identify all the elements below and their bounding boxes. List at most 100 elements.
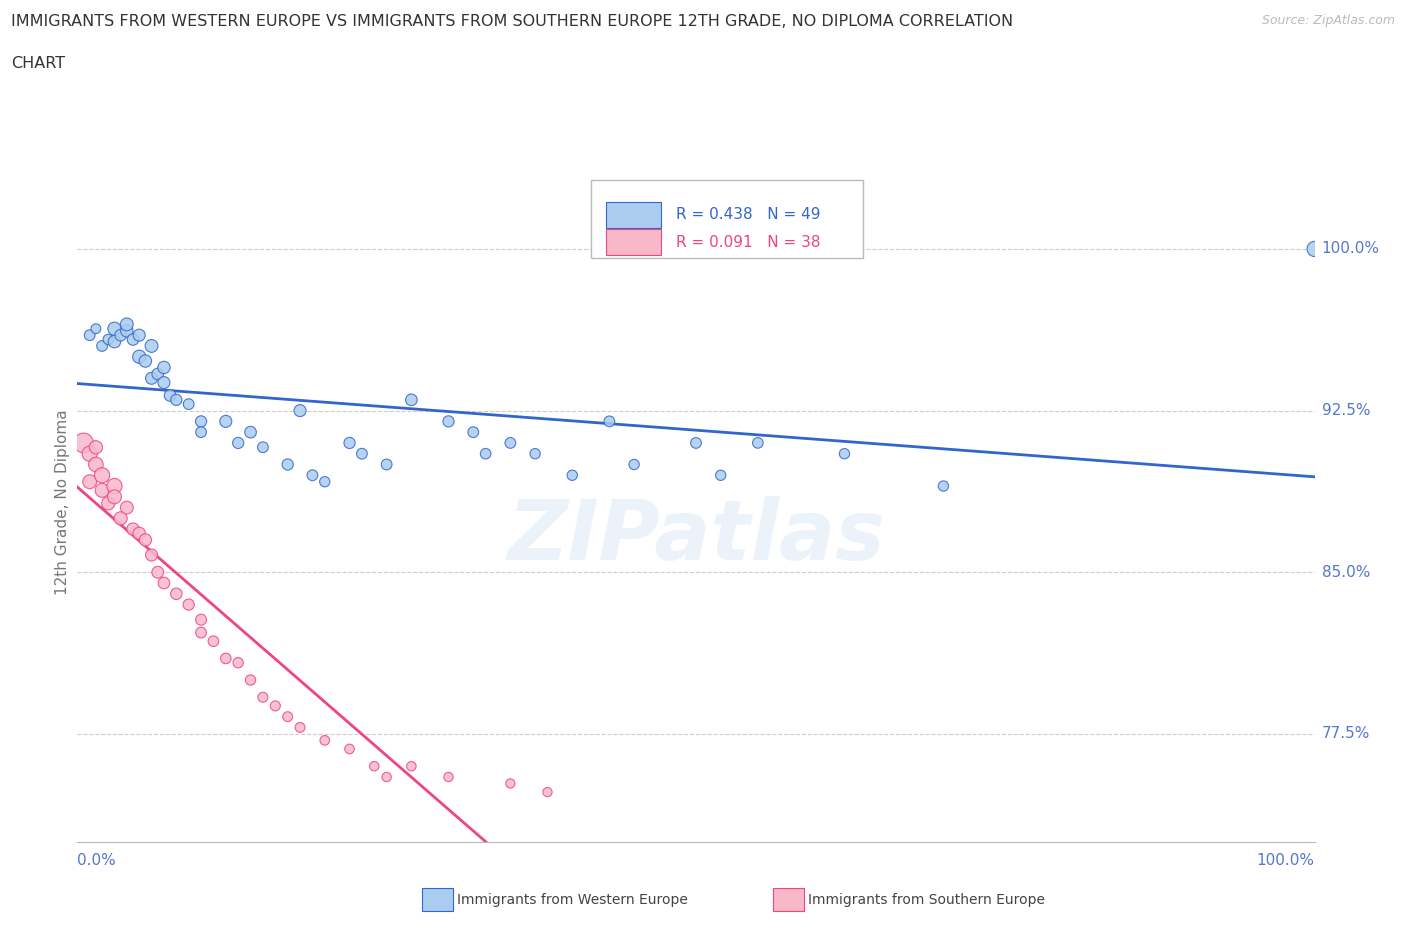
Point bbox=[103, 489, 125, 504]
Point bbox=[190, 414, 212, 429]
Point bbox=[215, 414, 238, 429]
Point bbox=[122, 332, 145, 347]
Point bbox=[110, 327, 132, 342]
Point bbox=[215, 651, 238, 666]
Point bbox=[134, 353, 156, 368]
Text: 77.5%: 77.5% bbox=[1322, 726, 1369, 741]
Point bbox=[277, 457, 299, 472]
Text: R = 0.091   N = 38: R = 0.091 N = 38 bbox=[676, 234, 821, 249]
Point bbox=[190, 425, 212, 440]
Point bbox=[834, 446, 856, 461]
Text: 92.5%: 92.5% bbox=[1322, 403, 1369, 418]
Point bbox=[91, 483, 114, 498]
Point bbox=[141, 339, 163, 353]
Point bbox=[97, 332, 120, 347]
Text: R = 0.438   N = 49: R = 0.438 N = 49 bbox=[676, 207, 821, 222]
Point bbox=[301, 468, 323, 483]
Point bbox=[177, 397, 200, 412]
Point bbox=[239, 425, 262, 440]
Point bbox=[79, 327, 101, 342]
Point bbox=[239, 672, 262, 687]
Point bbox=[115, 324, 138, 339]
Point bbox=[141, 548, 163, 563]
Point bbox=[598, 414, 620, 429]
Point bbox=[153, 375, 176, 390]
Point bbox=[226, 656, 249, 671]
Point bbox=[202, 633, 225, 648]
Point bbox=[72, 435, 94, 450]
Point bbox=[623, 457, 645, 472]
Point bbox=[474, 446, 496, 461]
Point bbox=[437, 414, 460, 429]
Point bbox=[226, 435, 249, 450]
Text: IMMIGRANTS FROM WESTERN EUROPE VS IMMIGRANTS FROM SOUTHERN EUROPE 12TH GRADE, NO: IMMIGRANTS FROM WESTERN EUROPE VS IMMIGR… bbox=[11, 14, 1014, 29]
Text: ZIPatlas: ZIPatlas bbox=[508, 496, 884, 577]
Point bbox=[375, 769, 398, 784]
Point bbox=[146, 366, 169, 381]
Point bbox=[710, 468, 733, 483]
Point bbox=[536, 785, 558, 800]
Point bbox=[122, 522, 145, 537]
Point bbox=[747, 435, 769, 450]
Text: CHART: CHART bbox=[11, 56, 65, 71]
Text: 100.0%: 100.0% bbox=[1322, 242, 1379, 257]
Point bbox=[115, 500, 138, 515]
Point bbox=[437, 769, 460, 784]
Point bbox=[128, 526, 150, 541]
Point bbox=[103, 479, 125, 494]
Point bbox=[84, 321, 107, 336]
Point bbox=[499, 776, 522, 790]
Point bbox=[84, 440, 107, 455]
Point bbox=[177, 597, 200, 612]
Point bbox=[350, 446, 373, 461]
Point bbox=[288, 720, 311, 735]
Point bbox=[128, 327, 150, 342]
Point bbox=[128, 350, 150, 365]
Point bbox=[110, 511, 132, 525]
Point bbox=[103, 334, 125, 349]
Text: 85.0%: 85.0% bbox=[1322, 565, 1369, 579]
Point bbox=[165, 392, 187, 407]
Point bbox=[401, 392, 423, 407]
Text: Source: ZipAtlas.com: Source: ZipAtlas.com bbox=[1261, 14, 1395, 27]
Point bbox=[91, 339, 114, 353]
Text: 100.0%: 100.0% bbox=[1257, 853, 1315, 868]
Point bbox=[264, 698, 287, 713]
Point bbox=[401, 759, 423, 774]
Point bbox=[288, 404, 311, 418]
Point bbox=[277, 710, 299, 724]
Point bbox=[314, 474, 336, 489]
Point bbox=[84, 457, 107, 472]
Point bbox=[103, 321, 125, 336]
Point bbox=[561, 468, 583, 483]
Point bbox=[153, 360, 176, 375]
Point bbox=[252, 690, 274, 705]
Point bbox=[165, 586, 187, 601]
Point bbox=[685, 435, 707, 450]
Point bbox=[314, 733, 336, 748]
Point bbox=[190, 612, 212, 627]
Point bbox=[524, 446, 547, 461]
Point bbox=[91, 468, 114, 483]
Point bbox=[363, 759, 385, 774]
Point bbox=[252, 440, 274, 455]
Text: Immigrants from Western Europe: Immigrants from Western Europe bbox=[457, 893, 688, 908]
Point bbox=[146, 565, 169, 579]
Point bbox=[339, 741, 361, 756]
Text: Immigrants from Southern Europe: Immigrants from Southern Europe bbox=[808, 893, 1046, 908]
Point bbox=[463, 425, 485, 440]
Bar bbox=[606, 230, 661, 255]
Point bbox=[97, 496, 120, 511]
Point bbox=[339, 435, 361, 450]
Text: 0.0%: 0.0% bbox=[77, 853, 117, 868]
Point bbox=[1303, 242, 1326, 257]
Point bbox=[141, 371, 163, 386]
Point bbox=[134, 533, 156, 548]
Point bbox=[190, 625, 212, 640]
Point bbox=[79, 474, 101, 489]
Point bbox=[375, 457, 398, 472]
FancyBboxPatch shape bbox=[591, 179, 863, 258]
Bar bbox=[606, 202, 661, 228]
Point bbox=[932, 479, 955, 494]
Y-axis label: 12th Grade, No Diploma: 12th Grade, No Diploma bbox=[55, 409, 70, 595]
